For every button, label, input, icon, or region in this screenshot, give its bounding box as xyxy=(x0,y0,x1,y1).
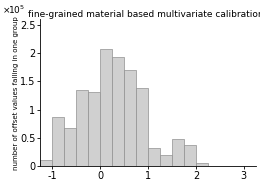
Bar xyxy=(160,155,172,166)
Bar xyxy=(88,92,100,166)
Bar xyxy=(76,90,88,166)
Text: $\times\!10^5$: $\times\!10^5$ xyxy=(2,4,25,16)
Bar xyxy=(41,160,53,166)
Bar xyxy=(172,139,184,166)
Y-axis label: number of offset values falling in one group: number of offset values falling in one g… xyxy=(13,16,19,170)
Bar xyxy=(148,148,160,166)
Bar xyxy=(112,57,124,166)
Bar xyxy=(124,70,136,166)
Title: fine-grained material based multivariate calibrations: fine-grained material based multivariate… xyxy=(28,10,260,19)
Bar xyxy=(184,145,196,166)
Bar xyxy=(64,128,76,166)
Bar xyxy=(136,88,148,166)
Bar xyxy=(100,49,112,166)
Bar xyxy=(196,163,208,166)
Bar xyxy=(53,117,64,166)
